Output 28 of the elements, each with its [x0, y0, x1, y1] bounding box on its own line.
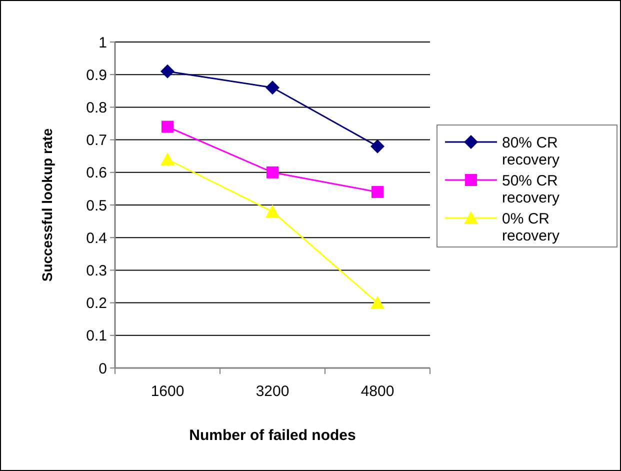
y-tick-label: 0.9: [86, 66, 107, 84]
y-tick-label: 0.1: [86, 328, 107, 345]
y-tick-label: 0.3: [86, 262, 107, 280]
legend-label: 0% CR recovery: [502, 210, 560, 244]
x-tick-label: 1600: [150, 383, 184, 400]
x-tick-label: 3200: [256, 383, 290, 400]
y-axis-title: Successful lookup rate: [39, 128, 55, 282]
point: [372, 186, 384, 198]
x-axis-title: Number of failed nodes: [189, 427, 356, 444]
y-tick-label: 0.2: [86, 295, 107, 312]
y-tick-label: 0.8: [86, 99, 107, 116]
point: [266, 204, 280, 218]
x-tick-label: 4800: [360, 383, 394, 400]
point: [370, 296, 384, 309]
point: [162, 120, 174, 133]
point: [266, 80, 280, 95]
legend-label: 80% CR recovery: [502, 134, 560, 168]
y-tick-label: 0.4: [86, 230, 107, 247]
y-tick-label: 0.5: [86, 197, 107, 214]
point: [266, 166, 278, 178]
y-tick-label: 1: [98, 34, 107, 52]
y-tick-label: 0.7: [86, 132, 107, 150]
point: [160, 152, 174, 166]
y-tick-label: 0.6: [86, 164, 107, 182]
y-tick-label: 0: [98, 360, 107, 378]
point: [370, 139, 384, 154]
legend-label: 50% CR recovery: [502, 172, 560, 206]
point: [160, 64, 174, 78]
